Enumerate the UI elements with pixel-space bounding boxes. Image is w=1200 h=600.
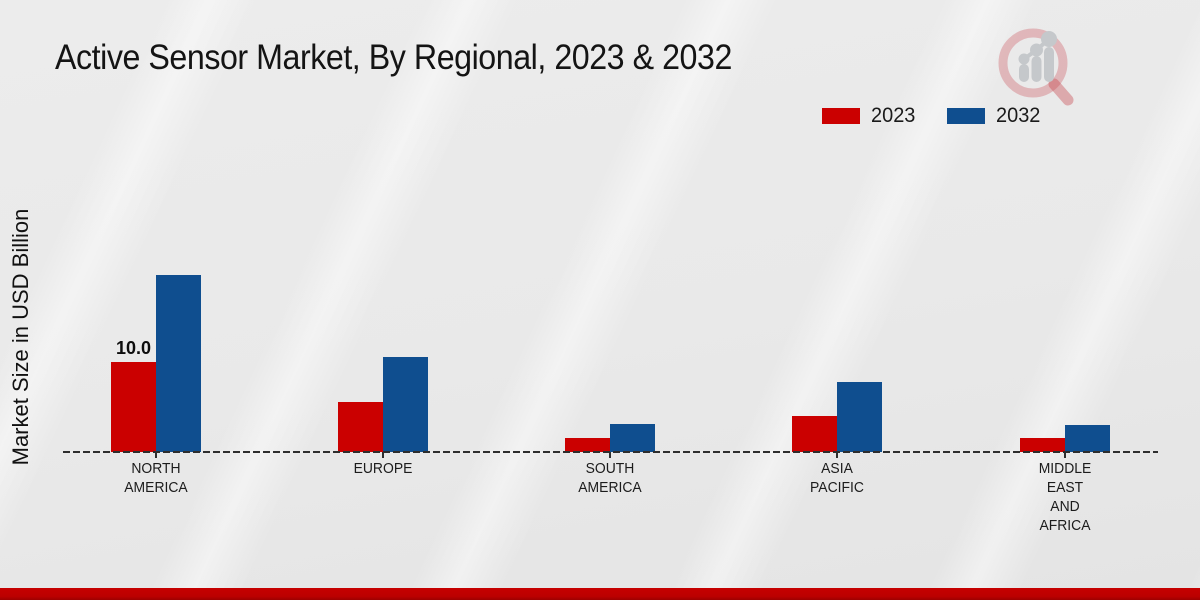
legend-label-2023: 2023 [870,104,915,127]
brand-logo-watermark [993,26,1077,110]
x-axis-tick [382,452,384,458]
legend-item-2032: 2032 [947,104,1043,128]
category-label-north-america: NORTH AMERICA [124,461,188,496]
bar-2023-asia-pacific [792,416,837,452]
x-axis-tick [609,452,611,458]
chart-title: Active Sensor Market, By Regional, 2023 … [55,38,732,77]
legend-swatch-2023 [821,108,860,124]
bar-2032-south-america [610,424,655,452]
bar-2023-north-america [111,362,156,452]
x-axis-tick [836,452,838,458]
category-label-asia-pacific: ASIA PACIFIC [810,461,864,496]
category-label-middle-east-and-africa: MIDDLE EAST AND AFRICA [1038,461,1092,534]
category-label-south-america: SOUTH AMERICA [578,461,642,496]
legend-swatch-2032 [947,108,986,124]
legend: 2023 2032 [821,104,1043,128]
bar-2023-south-america [565,438,610,452]
x-axis-tick [155,452,157,458]
bar-2032-middle-east-and-africa [1065,425,1110,452]
category-label-europe: EUROPE [353,461,413,477]
bar-2032-asia-pacific [837,382,882,452]
legend-label-2032: 2032 [996,104,1041,127]
data-label-2023: 10.0 [115,338,152,358]
magnifier-chart-logo-icon [998,28,1074,106]
x-axis-tick [1064,452,1066,458]
bar-2032-europe [383,357,428,452]
legend-item-2023: 2023 [821,104,918,128]
bar-2023-middle-east-and-africa [1020,438,1065,452]
bar-2032-north-america [156,275,201,452]
footer-accent-band [0,588,1200,600]
bar-2023-europe [338,402,383,452]
